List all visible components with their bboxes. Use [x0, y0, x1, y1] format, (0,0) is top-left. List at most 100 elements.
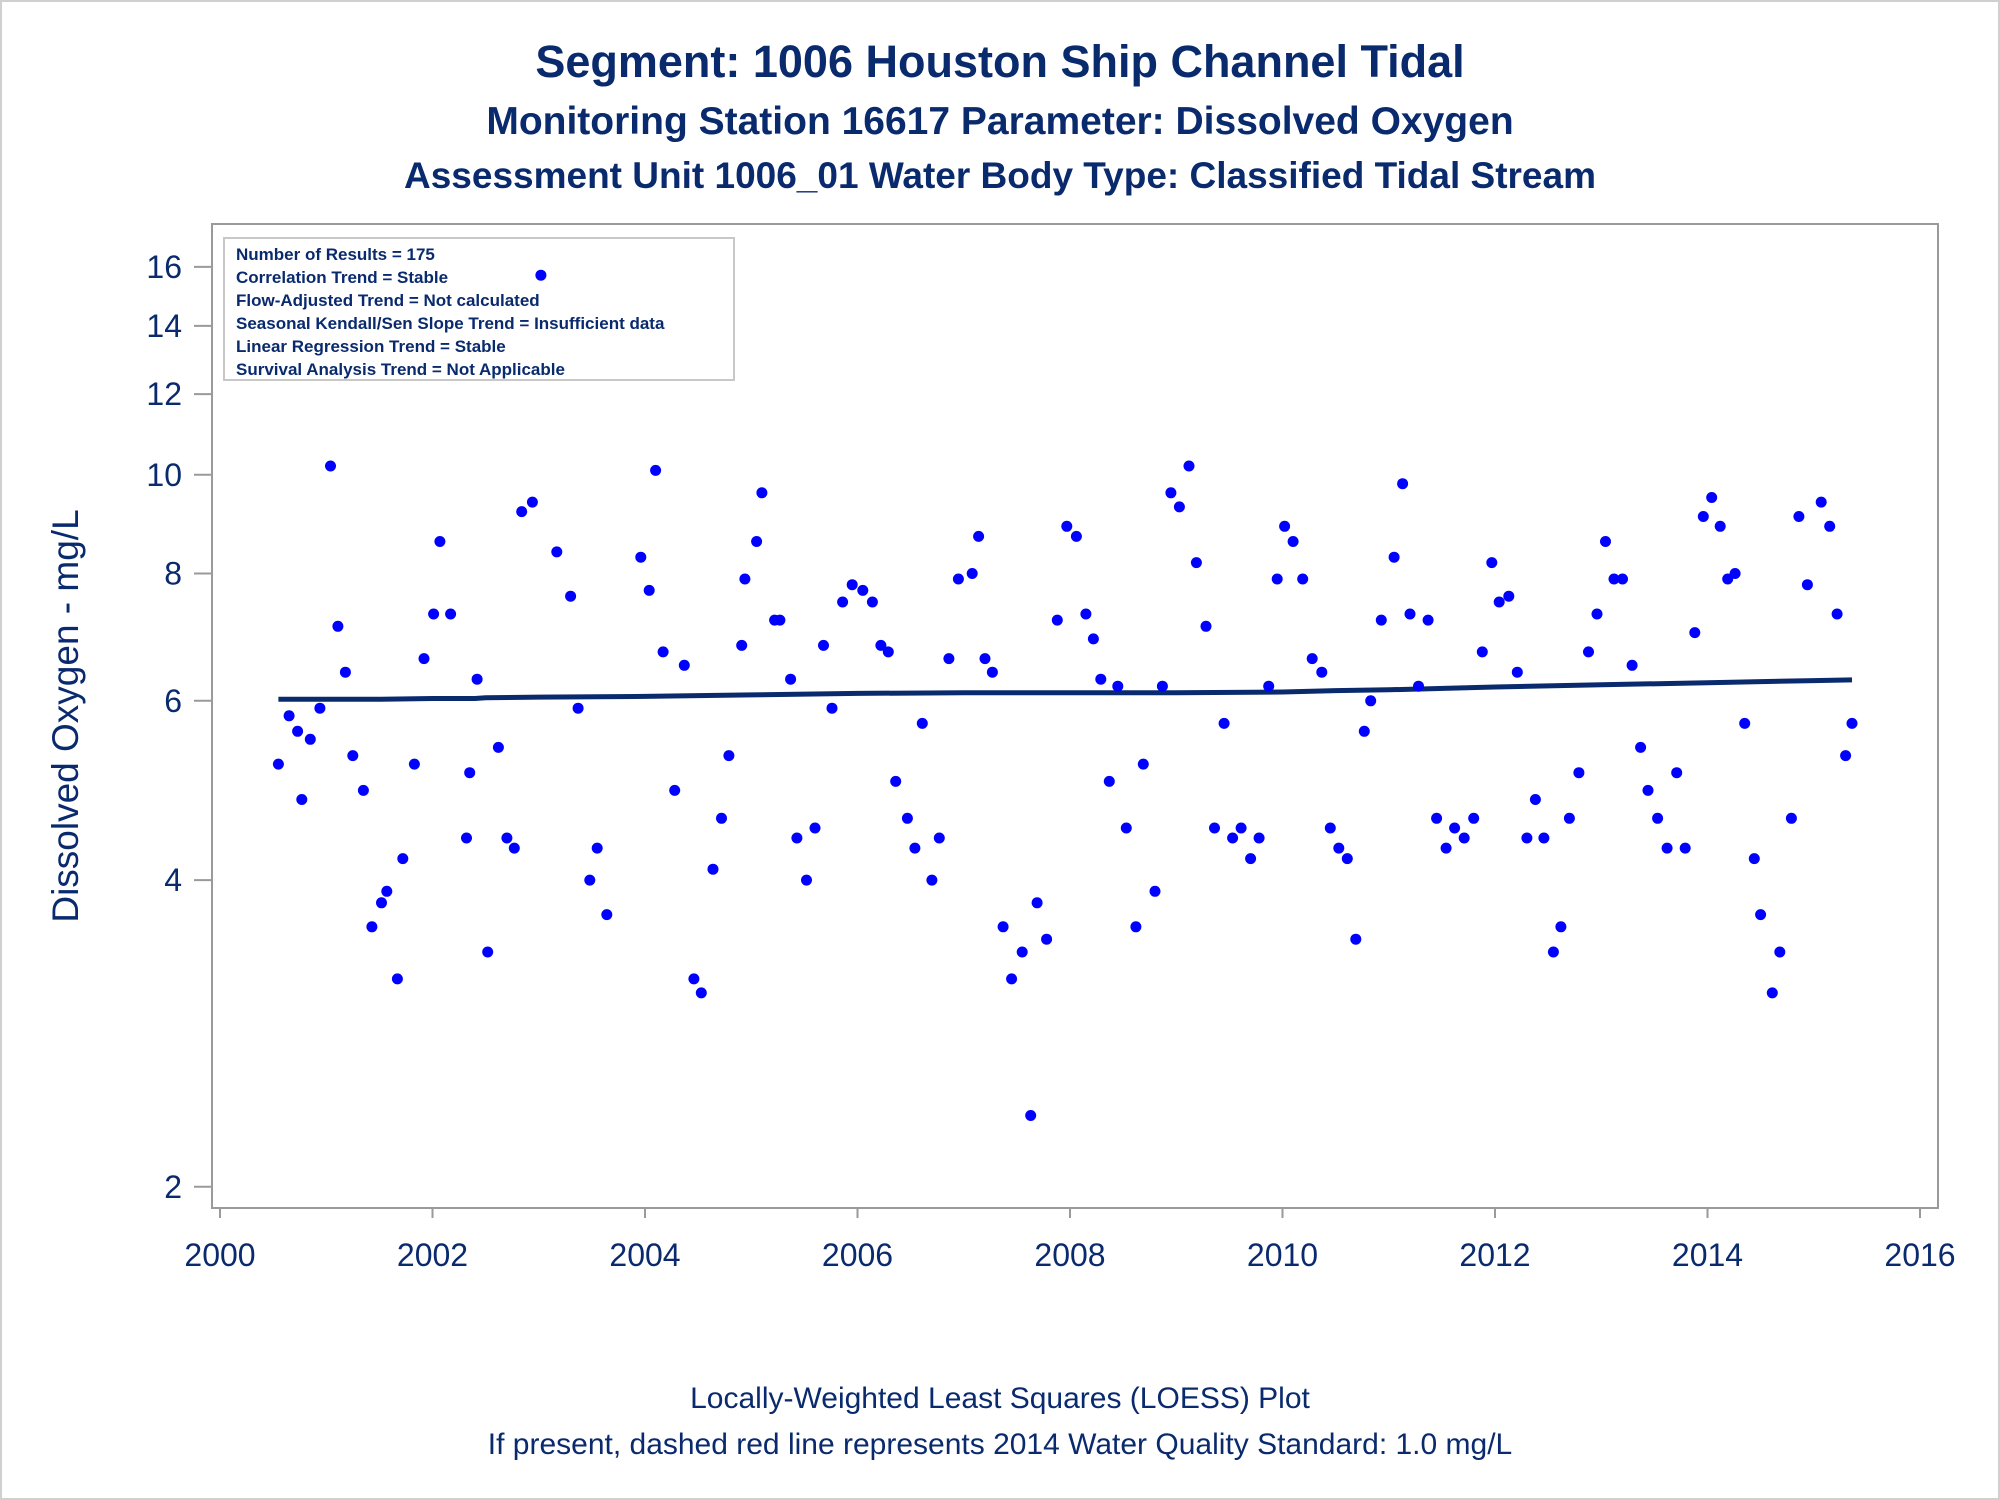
data-point	[1227, 832, 1239, 844]
data-point	[1555, 921, 1567, 933]
data-point	[1840, 750, 1852, 762]
data-point	[1563, 812, 1575, 824]
data-point	[1218, 717, 1230, 729]
data-point	[272, 758, 284, 770]
data-point	[1486, 557, 1498, 569]
data-point	[1468, 812, 1480, 824]
data-point	[296, 794, 308, 805]
data-point	[1271, 573, 1283, 585]
y-tick-label-8: 8	[164, 555, 182, 591]
data-point	[1051, 614, 1063, 626]
data-point	[1333, 842, 1345, 854]
stats-line-1: Number of Results = 175	[236, 245, 435, 264]
data-point	[1785, 812, 1797, 824]
data-point	[366, 921, 378, 933]
data-point	[461, 832, 472, 844]
data-point	[1350, 933, 1362, 945]
loess-trend	[278, 677, 1853, 702]
data-point	[408, 758, 420, 770]
data-point	[1358, 725, 1370, 737]
data-point	[1449, 822, 1461, 834]
data-point	[1006, 973, 1018, 985]
footnote-method: Locally-Weighted Least Squares (LOESS) P…	[690, 1382, 1310, 1415]
loess-line	[278, 677, 1853, 702]
data-point	[332, 620, 344, 632]
data-point	[1070, 530, 1082, 542]
data-point	[1431, 812, 1443, 824]
data-point	[1573, 767, 1585, 779]
data-point	[1165, 487, 1177, 499]
data-point	[857, 584, 869, 596]
data-point	[1341, 853, 1353, 865]
data-point	[1476, 646, 1488, 658]
data-point	[304, 733, 316, 745]
data-point	[1591, 608, 1603, 620]
data-point	[756, 487, 768, 499]
data-point	[1120, 822, 1132, 834]
y-tick-label-2: 2	[164, 1169, 182, 1205]
data-point	[1253, 832, 1265, 844]
x-tick-label-2014: 2014	[1672, 1237, 1743, 1273]
data-point	[1209, 822, 1220, 834]
data-point	[292, 725, 304, 737]
data-point	[1440, 842, 1452, 854]
chart-subtitle: Monitoring Station 16617 Parameter: Diss…	[486, 100, 1514, 143]
data-point	[997, 921, 1009, 933]
data-point	[376, 897, 387, 909]
y-tick-label-10: 10	[146, 457, 182, 493]
data-point	[572, 702, 584, 714]
x-tick-label-2006: 2006	[822, 1237, 893, 1273]
data-point	[966, 568, 978, 579]
x-tick-label-2008: 2008	[1034, 1237, 1105, 1273]
y-tick-label-6: 6	[164, 683, 182, 719]
y-axis-label: Dissolved Oxygen - mg/L	[45, 509, 86, 922]
data-point	[1815, 496, 1827, 508]
data-point	[526, 496, 538, 508]
data-point	[1642, 784, 1654, 796]
data-point	[1831, 608, 1843, 620]
data-point	[1200, 620, 1212, 632]
data-point	[973, 530, 985, 542]
data-point	[501, 832, 513, 844]
data-point	[1503, 590, 1515, 602]
data-point	[1080, 608, 1092, 620]
data-point	[1679, 842, 1691, 854]
data-point	[650, 464, 662, 476]
data-point	[397, 853, 409, 865]
y-tick-label-4: 4	[164, 862, 182, 898]
data-point	[678, 659, 690, 671]
data-point	[1706, 492, 1718, 503]
data-point	[1324, 822, 1336, 834]
data-point	[381, 885, 393, 897]
data-point	[1608, 573, 1620, 585]
data-point	[565, 590, 577, 602]
data-point	[1583, 646, 1594, 658]
data-point	[837, 596, 849, 608]
data-point	[818, 639, 829, 651]
data-point	[1306, 653, 1318, 665]
data-point	[434, 536, 446, 547]
stats-line-6: Survival Analysis Trend = Not Applicable	[236, 360, 565, 379]
data-point	[535, 269, 547, 281]
data-point	[601, 909, 613, 921]
footnote-standard: If present, dashed red line represents 2…	[487, 1428, 1513, 1461]
stats-box: Number of Results = 175 Correlation Trend…	[223, 237, 735, 381]
data-point	[1824, 520, 1836, 532]
data-point	[1316, 666, 1328, 678]
data-point	[1245, 853, 1257, 865]
data-point	[809, 822, 821, 834]
data-point	[391, 973, 403, 985]
data-point	[1739, 717, 1751, 729]
data-point	[739, 573, 751, 585]
data-point	[1103, 775, 1115, 787]
x-tick-label-2012: 2012	[1459, 1237, 1530, 1273]
data-point	[1766, 987, 1778, 999]
data-point	[785, 673, 797, 685]
data-point	[901, 812, 913, 824]
y-tick-label-16: 16	[146, 249, 182, 285]
data-point	[801, 874, 812, 886]
data-point	[826, 702, 838, 714]
chart-title: Segment: 1006 Houston Ship Channel Tidal	[535, 36, 1465, 87]
y-axis: 2 4 6 8 10 12 14 16	[146, 249, 212, 1205]
